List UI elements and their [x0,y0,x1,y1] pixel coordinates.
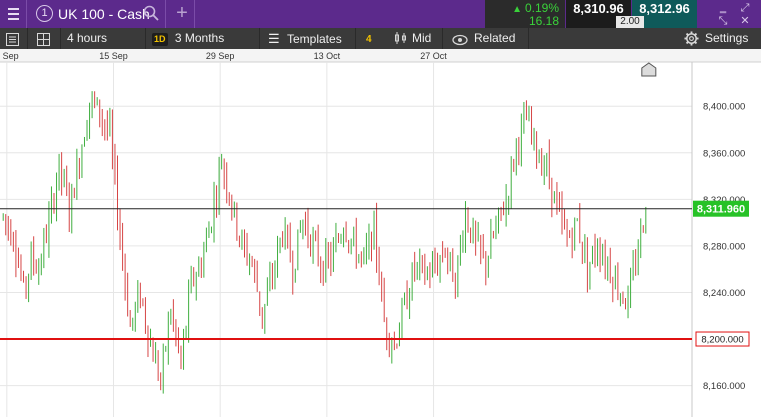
interval-selector[interactable]: 4 hours [67,31,108,45]
price-change-panel: ▲ 0.19% 16.18 [485,0,565,28]
y-tick-label: 8,160.000 [703,381,745,392]
templates-button[interactable]: ☰ Templates [268,28,342,49]
templates-label: Templates [287,32,342,46]
x-tick-label: 29 Sep [206,51,235,61]
period-label: 3 Months [174,31,225,45]
x-tick-label: 15 Sep [99,51,128,61]
panel-icon[interactable] [6,32,19,53]
related-button[interactable]: Related [474,31,516,45]
x-tick-label: 27 Oct [420,51,447,61]
collapse-icon[interactable]: ⤡ [718,15,728,27]
house-marker-icon[interactable] [641,62,657,77]
y-tick-label: 8,240.000 [703,288,745,299]
price-chart-svg[interactable]: 1 Sep 15 Sep 29 Sep 13 Oct 27 Oct 8,400.000 8,… [0,49,761,417]
minimize-icon[interactable]: ‗ [719,2,727,14]
y-tick-label: 8,400.000 [703,102,745,113]
spread-badge: 2.00 [616,16,644,28]
support-line-tag [695,331,750,347]
change-percent: 0.19% [524,1,559,15]
buy-price: 8,312.96 [639,1,690,16]
date-axis [0,49,761,62]
layout-grid-icon[interactable] [37,32,50,53]
window-controls: ‗ ⤢ ⤡ ✕ [712,0,761,28]
sell-price: 8,310.96 [573,1,624,16]
y-tick-label: 8,360.000 [703,148,745,159]
price-type-selector[interactable]: Mid [412,31,432,45]
settings-button[interactable]: Settings [705,31,749,45]
support-line-label: 8,200.000 [701,335,743,346]
price-chart[interactable]: 1 Sep 15 Sep 29 Sep 13 Oct 27 Oct 8,400.000 8,… [0,49,761,417]
period-selector[interactable]: 1D 3 Months [152,28,224,49]
y-tick-label: 8,280.000 [703,241,745,252]
search-icon[interactable] [143,5,159,21]
up-arrow-icon: ▲ [512,4,522,15]
hamburger-menu-icon[interactable] [0,0,26,28]
indicator-count: 4 [366,34,372,45]
sell-button[interactable]: 8,310.96 [566,0,631,28]
close-icon[interactable]: ✕ [740,15,750,27]
list-icon: ☰ [268,31,280,46]
change-points: 16.18 [528,14,559,28]
current-price-tag [693,200,749,217]
y-tick-label: 8,320.000 [703,195,745,206]
candlestick-icon[interactable] [394,31,408,52]
current-price-label: 8,311.960 [697,204,745,216]
instrument-bar: 1 UK 100 - Cash + ▲ 0.19% 16.18 8,310.96 … [0,0,761,28]
chart-toolbar: 4 hours 1D 3 Months ☰ Templates 4 Mid Re… [0,28,761,49]
instrument-name[interactable]: UK 100 - Cash [58,6,150,22]
indicators-button[interactable]: 4 [366,28,372,49]
x-tick-label: 13 Oct [314,51,341,61]
expand-icon[interactable]: ⤢ [740,2,750,14]
period-badge: 1D [152,33,168,46]
x-tick-label: 1 Sep [0,51,19,61]
plus-icon[interactable]: + [176,2,188,24]
gear-icon[interactable] [684,31,699,52]
instrument-number-badge[interactable]: 1 [36,5,53,22]
eye-icon[interactable] [452,32,468,53]
